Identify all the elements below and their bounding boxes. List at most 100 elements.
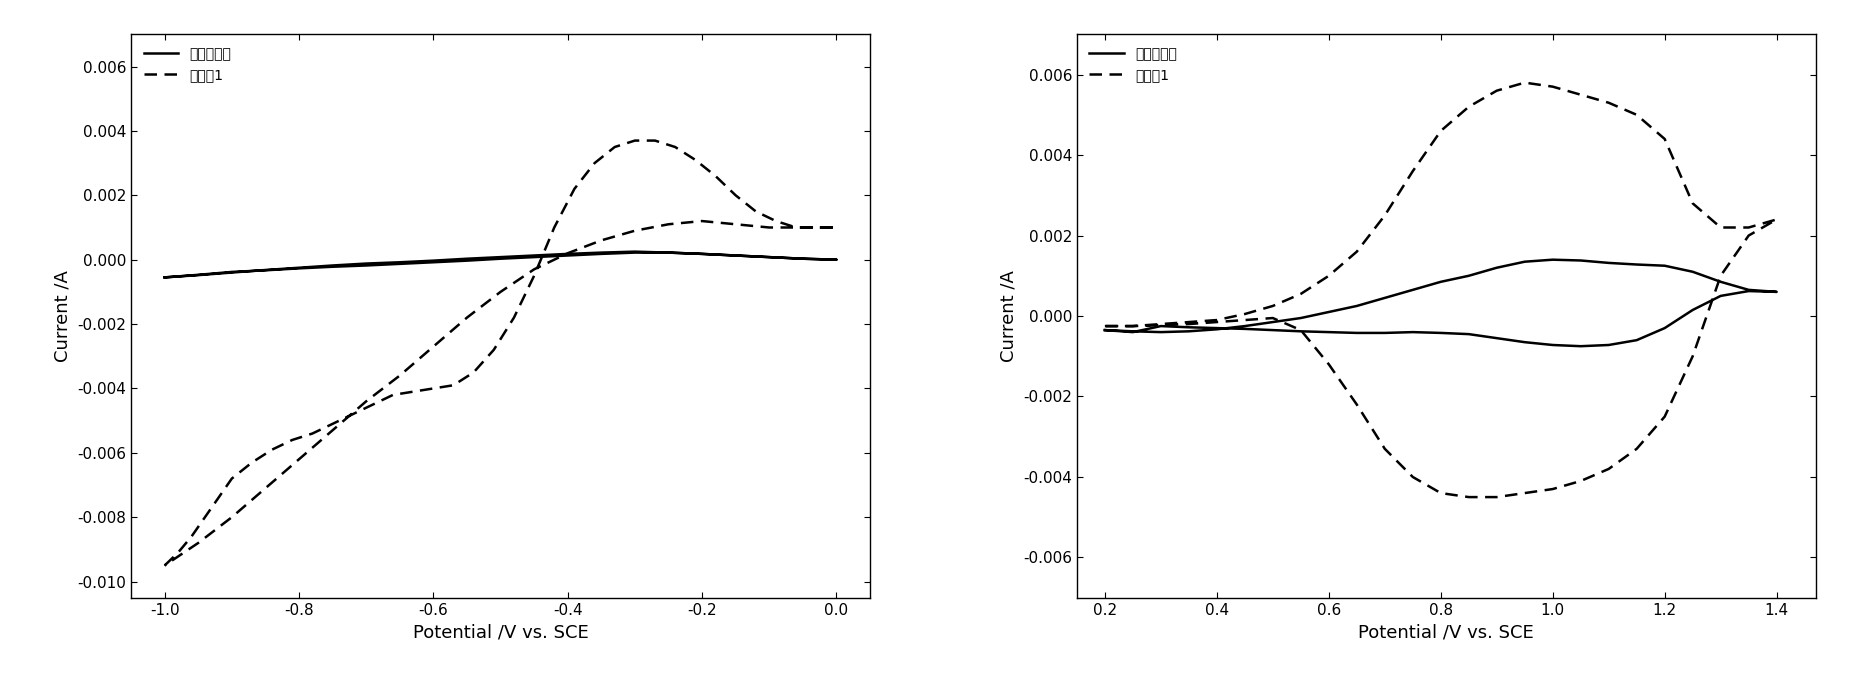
未处理炭砌 xyxy=(623,247,646,256)
未处理炭砌 xyxy=(1374,294,1397,302)
Legend: 未处理炭砌, 实施例1: 未处理炭砌, 实施例1 xyxy=(1084,41,1183,87)
未处理炭砌 xyxy=(255,266,277,274)
未处理炭砌 xyxy=(1597,259,1619,267)
未处理炭砌 xyxy=(1513,338,1535,346)
Line: 实施例1: 实施例1 xyxy=(165,141,837,565)
未处理炭砌 xyxy=(1430,278,1453,286)
实施例1 xyxy=(1346,247,1368,256)
未处理炭砌 xyxy=(1569,256,1591,264)
Line: 未处理炭砌: 未处理炭砌 xyxy=(165,251,837,278)
未处理炭砌 xyxy=(1541,341,1563,349)
未处理炭砌 xyxy=(1625,260,1647,269)
未处理炭砌 xyxy=(288,264,311,273)
实施例1 xyxy=(1737,232,1760,240)
实施例1 xyxy=(1262,302,1284,310)
未处理炭砌 xyxy=(1121,328,1144,336)
未处理炭砌 xyxy=(1765,288,1788,296)
实施例1 xyxy=(1206,316,1228,324)
未处理炭砌 xyxy=(1709,292,1732,300)
未处理炭砌 xyxy=(1262,318,1284,326)
未处理炭砌 xyxy=(590,250,612,258)
未处理炭砌 xyxy=(1486,334,1509,342)
未处理炭砌 xyxy=(1681,268,1704,276)
未处理炭砌 xyxy=(1513,258,1535,266)
未处理炭砌 xyxy=(522,253,545,261)
实施例1 xyxy=(691,217,713,225)
未处理炭砌 xyxy=(522,251,545,260)
未处理炭砌 xyxy=(792,255,814,263)
实施例1 xyxy=(1765,215,1788,223)
未处理炭砌 xyxy=(1318,328,1340,336)
未处理炭砌 xyxy=(623,249,646,257)
未处理炭砌 xyxy=(322,262,344,271)
未处理炭砌 xyxy=(1121,327,1144,335)
未处理炭砌 xyxy=(154,273,176,282)
未处理炭砌 xyxy=(489,255,511,263)
实施例1 xyxy=(724,220,747,228)
未处理炭砌 xyxy=(356,260,378,268)
实施例1 xyxy=(1177,318,1200,326)
实施例1 xyxy=(1262,314,1284,322)
实施例1 xyxy=(1374,212,1397,220)
实施例1 xyxy=(1402,473,1425,481)
未处理炭砌 xyxy=(1149,328,1172,336)
未处理炭砌 xyxy=(221,269,243,277)
实施例1 xyxy=(1346,401,1368,409)
实施例1 xyxy=(1709,271,1732,280)
未处理炭砌 xyxy=(826,256,848,264)
未处理炭砌 xyxy=(421,258,444,267)
未处理炭砌 xyxy=(322,261,344,269)
实施例1 xyxy=(180,532,202,541)
未处理炭砌 xyxy=(1597,341,1619,349)
实施例1 xyxy=(1625,111,1647,119)
实施例1 xyxy=(1513,78,1535,87)
未处理炭砌 xyxy=(187,271,210,279)
未处理炭砌 xyxy=(221,268,243,276)
实施例1 xyxy=(1486,87,1509,95)
未处理炭砌 xyxy=(1234,322,1256,330)
实施例1 xyxy=(193,513,215,521)
未处理炭砌 xyxy=(1681,306,1704,314)
未处理炭砌 xyxy=(489,253,511,261)
未处理炭砌 xyxy=(1430,329,1453,337)
实施例1 xyxy=(1681,199,1704,207)
实施例1 xyxy=(1430,489,1453,497)
未处理炭砌 xyxy=(1177,323,1200,331)
Line: 实施例1: 实施例1 xyxy=(1104,82,1777,497)
实施例1 xyxy=(1737,223,1760,232)
实施例1 xyxy=(1290,290,1312,298)
未处理炭砌 xyxy=(255,266,277,274)
未处理炭砌 xyxy=(826,256,848,264)
未处理炭砌 xyxy=(288,264,311,272)
实施例1 xyxy=(421,384,444,392)
未处理炭砌 xyxy=(1737,286,1760,294)
未处理炭砌 xyxy=(1737,287,1760,295)
未处理炭砌 xyxy=(724,251,747,260)
实施例1 xyxy=(1653,135,1675,143)
未处理炭砌 xyxy=(421,256,444,264)
未处理炭砌 xyxy=(389,260,412,268)
未处理炭砌 xyxy=(1402,328,1425,336)
实施例1 xyxy=(1093,322,1116,330)
未处理炭砌 xyxy=(556,251,578,260)
未处理炭砌 xyxy=(1653,262,1675,270)
实施例1 xyxy=(1597,465,1619,473)
未处理炭砌 xyxy=(1569,342,1591,350)
实施例1 xyxy=(1569,477,1591,485)
实施例1 xyxy=(623,137,646,145)
未处理炭砌 xyxy=(1206,325,1228,333)
实施例1 xyxy=(1206,318,1228,326)
未处理炭砌 xyxy=(1290,327,1312,335)
实施例1 xyxy=(1121,322,1144,330)
未处理炭砌 xyxy=(590,249,612,257)
未处理炭砌 xyxy=(187,271,210,279)
实施例1 xyxy=(1458,102,1481,111)
未处理炭砌 xyxy=(356,261,378,269)
实施例1 xyxy=(1541,485,1563,493)
Line: 未处理炭砌: 未处理炭砌 xyxy=(1104,260,1777,346)
未处理炭砌 xyxy=(1318,308,1340,316)
实施例1 xyxy=(154,561,176,570)
实施例1 xyxy=(154,561,176,570)
实施例1 xyxy=(603,143,625,151)
实施例1 xyxy=(1318,360,1340,368)
